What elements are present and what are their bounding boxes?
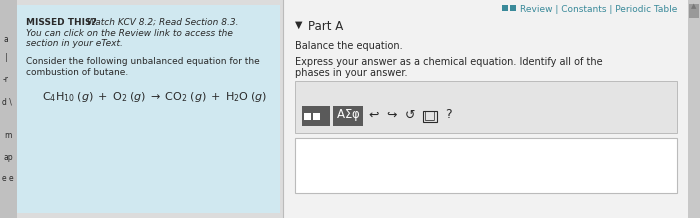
Text: =: =	[312, 110, 320, 120]
Bar	[17, 5, 280, 213]
Bar	[295, 138, 677, 193]
Bar	[295, 81, 677, 133]
Text: $\mathrm{A\Sigma\varphi}$: $\mathrm{A\Sigma\varphi}$	[336, 107, 360, 123]
Text: |: |	[5, 53, 8, 63]
Text: □: □	[424, 109, 436, 121]
Bar	[313, 113, 320, 120]
Text: ▼: ▼	[295, 20, 302, 30]
Text: a: a	[4, 36, 8, 44]
Text: Consider the following unbalanced equation for the: Consider the following unbalanced equati…	[26, 57, 260, 66]
Bar	[283, 0, 688, 218]
Bar	[302, 106, 330, 126]
Bar	[333, 106, 363, 126]
Text: Balance the equation.: Balance the equation.	[295, 41, 402, 51]
Text: e e: e e	[2, 174, 13, 182]
Text: Watch KCV 8.2; Read Section 8.3.: Watch KCV 8.2; Read Section 8.3.	[84, 18, 239, 27]
Text: d \: d \	[2, 97, 12, 107]
Bar	[688, 0, 700, 218]
Text: phases in your answer.: phases in your answer.	[295, 68, 407, 78]
Text: -r: -r	[3, 75, 9, 85]
Text: m: m	[4, 131, 11, 140]
Text: ↺: ↺	[405, 109, 415, 121]
Text: ▲: ▲	[692, 3, 696, 9]
Text: You can click on the Review link to access the: You can click on the Review link to acce…	[26, 29, 233, 38]
Bar	[304, 113, 311, 120]
Text: ?: ?	[444, 109, 452, 121]
Bar	[502, 5, 508, 11]
Bar	[689, 4, 699, 18]
Text: combustion of butane.: combustion of butane.	[26, 68, 128, 77]
Text: Review | Constants | Periodic Table: Review | Constants | Periodic Table	[520, 5, 678, 14]
Bar	[423, 111, 437, 122]
Text: section in your eText.: section in your eText.	[26, 39, 123, 48]
Text: MISSED THIS?: MISSED THIS?	[26, 18, 97, 27]
Text: $\mathrm{C_4H_{10}\;(\mathit{g})\;+\;O_2\;(\mathit{g})\;\rightarrow\;CO_2\;(\mat: $\mathrm{C_4H_{10}\;(\mathit{g})\;+\;O_2…	[42, 90, 267, 104]
Text: Express your answer as a chemical equation. Identify all of the: Express your answer as a chemical equati…	[295, 57, 603, 67]
Text: Part A: Part A	[308, 20, 343, 33]
Text: ↪: ↪	[386, 109, 398, 121]
Text: ap: ap	[3, 153, 13, 162]
Bar	[0, 0, 17, 218]
Bar	[510, 5, 516, 11]
Text: ↩: ↩	[369, 109, 379, 121]
